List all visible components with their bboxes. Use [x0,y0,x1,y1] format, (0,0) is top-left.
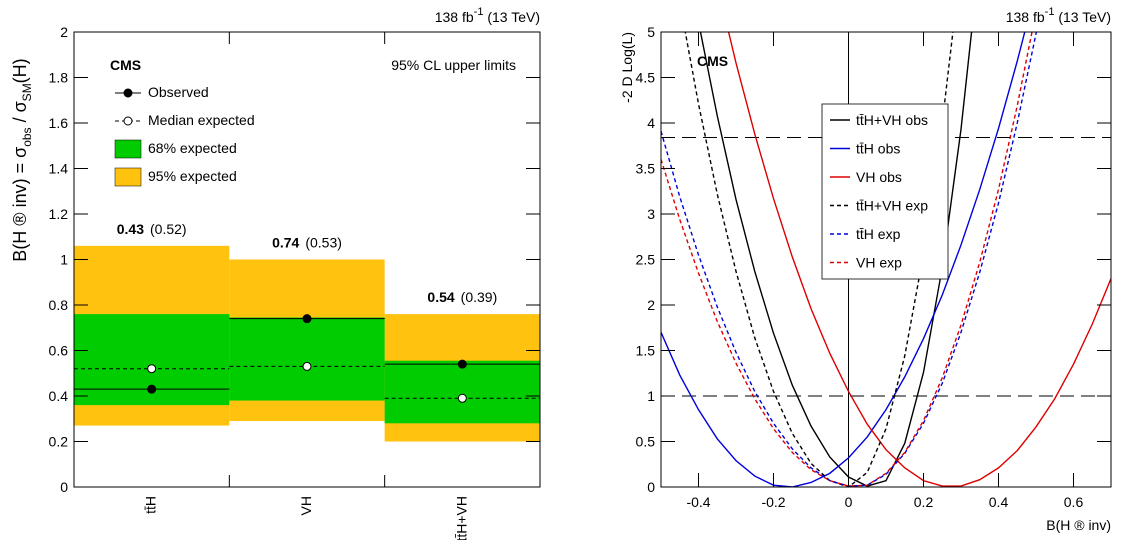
y-tick-label: 0.8 [49,297,69,313]
expected-label: (0.39) [461,289,498,305]
plot-frame [660,31,1112,488]
y-axis-label-part: / σ [10,101,30,127]
observed-label: 0.43 [117,221,144,237]
luminosity-energy: (13 TeV) [1054,9,1111,25]
y-tick-label: 2 [60,24,68,40]
legend-label: tt̄H+VH obs [856,112,928,128]
legend-label: VH obs [856,169,902,185]
y-tick-label: 3 [647,206,655,222]
y-tick-label: 2 [647,297,655,313]
y-axis-label-part: B(H ® inv) = σ [10,147,30,262]
y-tick-label: 5 [647,24,655,40]
limit-marker [457,393,467,403]
y-tick-label: 0 [60,479,68,495]
expected-label: (0.53) [305,235,342,251]
legend-label: 68% expected [148,140,237,156]
legend-swatch [114,139,142,159]
legend-label: tt̄H exp [856,226,901,242]
y-tick-label: 1 [60,252,68,268]
x-tick-label: 0.2 [914,494,934,510]
x-tick-label: tt̄H+VH [453,496,469,540]
luminosity-exponent: -1 [1045,6,1055,18]
y-tick-label: 0 [647,479,655,495]
y-tick-label: 4 [647,115,655,131]
x-tick-label: -0.2 [761,494,785,510]
expected-label: (0.52) [150,221,187,237]
y-axis-label: -2 D Log(L) [619,32,635,103]
likelihood-curve [661,32,1038,487]
legend-label: Observed [148,84,209,100]
limit-label: 0.43 (0.52) [117,221,187,237]
luminosity-text: 138 fb [1006,9,1045,25]
legend-swatch [114,167,142,187]
legend-label: tt̄H+VH exp [856,198,928,214]
x-tick-label: tt̄H [143,496,159,514]
y-axis-label-part: obs [20,127,34,146]
y-tick-label: 0.6 [49,343,69,359]
luminosity-energy: (13 TeV) [483,9,540,25]
limit-marker [147,384,157,394]
y-tick-label: 2.5 [636,252,656,268]
y-axis-label: B(H ® inv) = σobs / σSM(H) [10,58,34,261]
y-axis-label-part: (H) [10,58,30,83]
y-tick-label: 1.5 [636,343,656,359]
legend-label: 95% expected [148,168,237,184]
y-tick-label: 1.4 [49,161,69,177]
legend-label: tt̄H obs [856,141,900,157]
expected-band [384,360,540,424]
plot-frame [73,31,541,488]
luminosity-exponent: -1 [474,6,484,18]
limit-marker [147,364,157,374]
x-tick-label: 0.4 [989,494,1009,510]
luminosity-text: 138 fb [435,9,474,25]
y-tick-label: 0.2 [49,434,69,450]
likelihood-curve [699,32,973,487]
legend-marker [123,88,133,98]
limit-label: 0.74 (0.53) [272,235,342,251]
legend-box [821,103,949,280]
y-tick-label: 1 [647,388,655,404]
x-tick-label: 0.6 [1064,494,1084,510]
y-tick-label: 0.5 [636,434,656,450]
brand-label: CMS [697,53,728,69]
observed-label: 0.74 [272,235,299,251]
limit-marker [302,361,312,371]
legend-label: VH exp [856,255,902,271]
likelihood-curve [661,32,1026,487]
x-axis-label: B(H ® inv) [1046,517,1111,533]
expected-band [229,317,385,401]
y-axis-label-part: SM [20,83,34,101]
luminosity-label: 138 fb-1 (13 TeV) [1006,6,1111,25]
likelihood-curve [727,32,1111,487]
legend-label: Median expected [148,112,255,128]
luminosity-label: 138 fb-1 (13 TeV) [435,6,540,25]
y-tick-label: 0.4 [49,388,69,404]
y-tick-label: 1.8 [49,70,69,86]
limit-label: 0.54 (0.39) [427,289,497,305]
x-tick-label: 0 [845,494,853,510]
brand-label: CMS [110,57,141,73]
x-tick-label: -0.4 [686,494,710,510]
y-tick-label: 4.5 [636,70,656,86]
limit-marker [302,314,312,324]
limit-marker [457,359,467,369]
subtitle: 95% CL upper limits [391,57,516,73]
y-tick-label: 1.6 [49,115,69,131]
x-tick-label: VH [298,496,314,515]
observed-label: 0.54 [427,289,454,305]
y-tick-label: 1.2 [49,206,69,222]
y-tick-label: 3.5 [636,161,656,177]
legend-marker [123,116,133,126]
